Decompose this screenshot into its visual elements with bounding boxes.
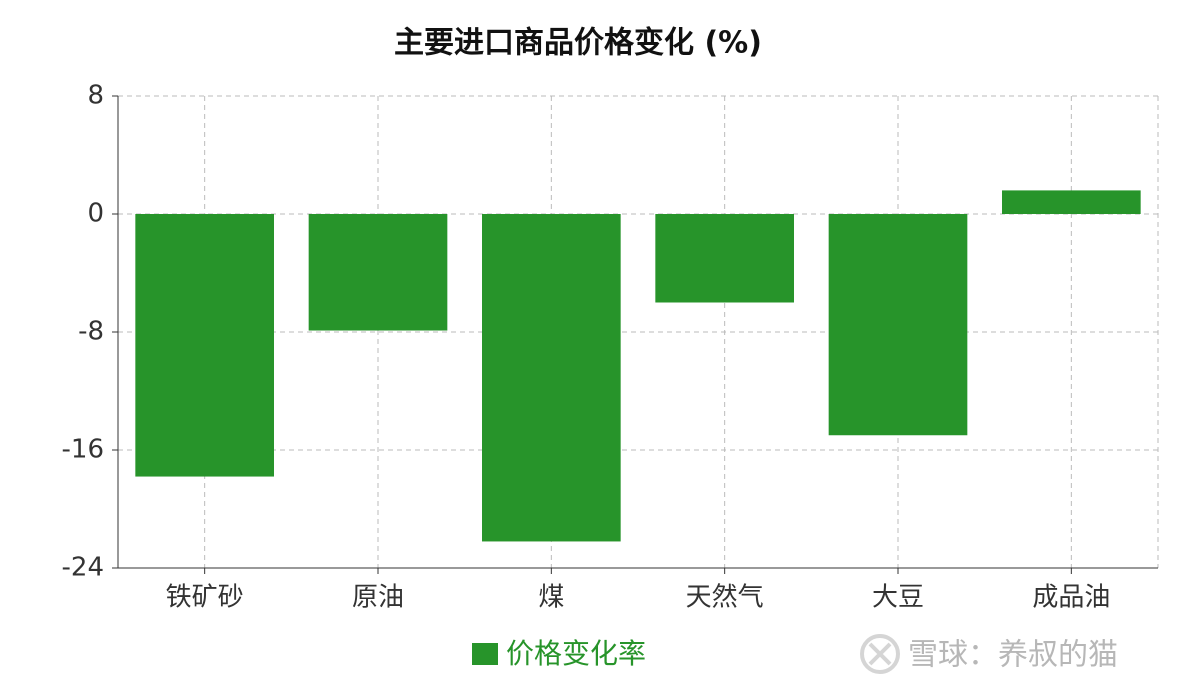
x-tick-label: 煤 [538, 583, 564, 613]
bar [828, 214, 968, 436]
x-tick-label: 原油 [352, 583, 404, 613]
x-tick-label: 成品油 [1032, 583, 1110, 613]
x-tick-label: 铁矿砂 [166, 583, 244, 613]
bar [135, 214, 274, 477]
y-tick-label: -24 [62, 553, 104, 583]
x-tick-label: 大豆 [872, 583, 924, 613]
y-tick-label: -8 [78, 317, 104, 347]
legend-swatch [472, 643, 498, 665]
x-tick-label: 天然气 [686, 583, 764, 613]
bar [308, 214, 448, 331]
y-tick-label: 8 [87, 81, 104, 111]
legend-label: 价格变化率 [506, 637, 646, 670]
y-tick-label: -16 [62, 435, 104, 465]
watermark: 雪球：养叔的猫 [908, 638, 1118, 673]
watermark-logo [860, 634, 900, 674]
chart-title: 主要进口商品价格变化 (%) [394, 26, 762, 61]
bar [1002, 190, 1141, 214]
bar [482, 214, 621, 542]
y-tick-label: 0 [87, 199, 104, 229]
bar [655, 214, 794, 303]
